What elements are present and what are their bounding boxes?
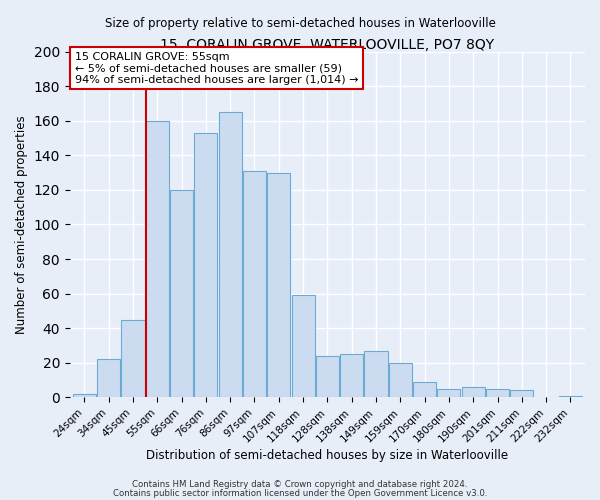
Bar	[559, 396, 582, 398]
Bar	[340, 354, 363, 398]
X-axis label: Distribution of semi-detached houses by size in Waterlooville: Distribution of semi-detached houses by …	[146, 450, 508, 462]
Bar	[389, 363, 412, 398]
Bar	[194, 133, 217, 398]
Bar	[292, 296, 314, 398]
Text: Contains public sector information licensed under the Open Government Licence v3: Contains public sector information licen…	[113, 488, 487, 498]
Text: Contains HM Land Registry data © Crown copyright and database right 2024.: Contains HM Land Registry data © Crown c…	[132, 480, 468, 489]
Bar	[243, 171, 266, 398]
Bar	[170, 190, 193, 398]
Bar	[121, 320, 145, 398]
Bar	[461, 387, 485, 398]
Bar	[316, 356, 339, 398]
Bar	[486, 388, 509, 398]
Bar	[413, 382, 436, 398]
Bar	[437, 388, 460, 398]
Y-axis label: Number of semi-detached properties: Number of semi-detached properties	[15, 115, 28, 334]
Text: Size of property relative to semi-detached houses in Waterlooville: Size of property relative to semi-detach…	[104, 18, 496, 30]
Bar	[146, 120, 169, 398]
Bar	[510, 390, 533, 398]
Bar	[364, 350, 388, 398]
Title: 15, CORALIN GROVE, WATERLOOVILLE, PO7 8QY: 15, CORALIN GROVE, WATERLOOVILLE, PO7 8Q…	[160, 38, 494, 52]
Bar	[97, 360, 120, 398]
Bar	[267, 172, 290, 398]
Text: 15 CORALIN GROVE: 55sqm
← 5% of semi-detached houses are smaller (59)
94% of sem: 15 CORALIN GROVE: 55sqm ← 5% of semi-det…	[75, 52, 358, 84]
Bar	[218, 112, 242, 398]
Bar	[73, 394, 96, 398]
